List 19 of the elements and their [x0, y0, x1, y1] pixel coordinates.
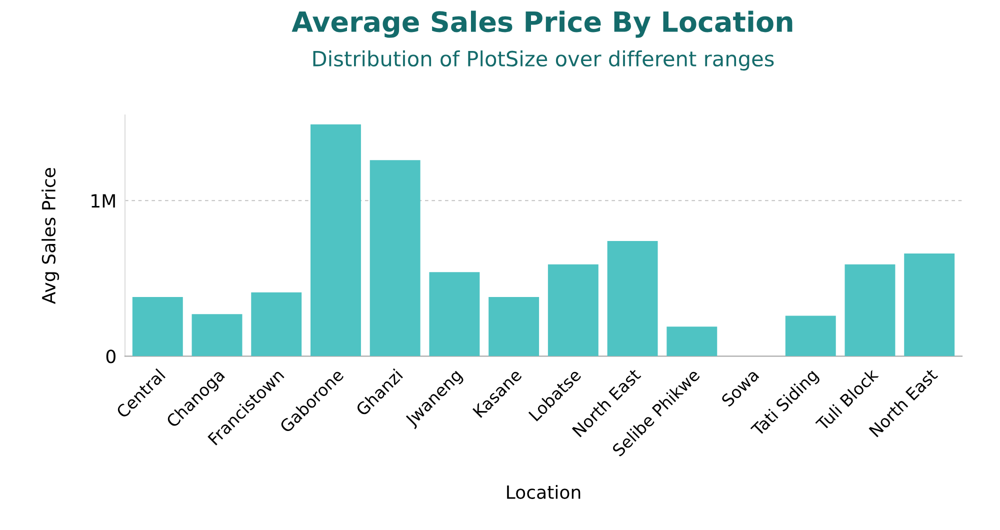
bar	[488, 297, 540, 356]
bar	[251, 292, 302, 356]
bar	[844, 264, 896, 356]
bar	[429, 272, 480, 356]
bar	[548, 264, 598, 356]
bar	[132, 297, 183, 356]
bar	[904, 253, 955, 356]
y-tick-label: 1M	[92, 194, 115, 208]
bar	[310, 124, 361, 356]
y-axis-title: Avg Sales Price	[42, 168, 60, 304]
x-axis-title: Location	[507, 485, 580, 499]
y-tick-label: 0	[106, 350, 116, 364]
bar	[666, 326, 718, 356]
bar	[785, 316, 836, 356]
bar	[607, 241, 658, 356]
chart-title: Average Sales Price By Location	[292, 10, 792, 38]
bar	[370, 160, 420, 356]
bar	[192, 314, 242, 356]
chart-subtitle: Distribution of PlotSize over different ranges	[313, 50, 774, 71]
